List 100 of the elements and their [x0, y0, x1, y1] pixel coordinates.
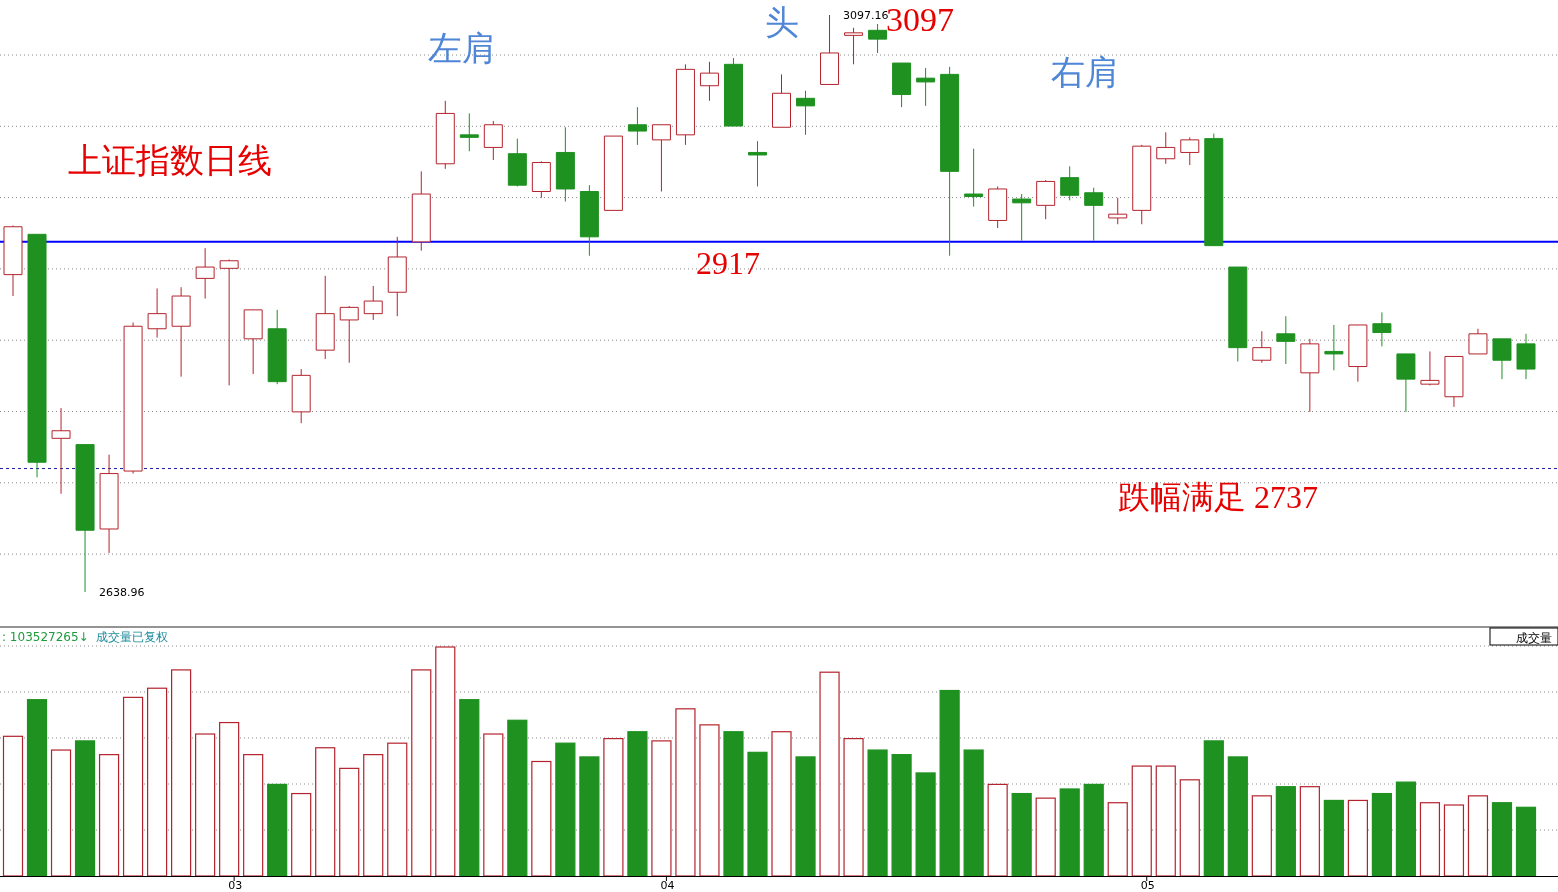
candlestick: [1156, 131, 1176, 165]
bar: [1131, 765, 1152, 877]
candlestick: [1420, 350, 1440, 386]
annotation: 头: [765, 4, 799, 41]
bar: [1371, 792, 1392, 877]
bar: [843, 738, 864, 877]
candlestick: [796, 90, 816, 136]
bar: [291, 792, 312, 877]
bar: [195, 733, 216, 877]
bar: [363, 754, 384, 877]
bar: [747, 751, 768, 877]
candlestick: [1492, 338, 1512, 380]
bar: [531, 760, 552, 877]
bar: [915, 772, 936, 877]
bar: [1395, 781, 1417, 877]
candlestick: [147, 287, 167, 339]
bar: [50, 749, 72, 877]
bar: [507, 719, 528, 877]
bar: [267, 783, 288, 877]
bar: [1083, 783, 1104, 877]
candlestick: [459, 112, 479, 152]
bar: [315, 747, 336, 877]
candlestick: [747, 140, 767, 187]
x-tick-label: 04: [660, 879, 675, 892]
text: 上证指数日线: [68, 142, 272, 179]
ref-line-label: 跌幅满足 2737: [1118, 479, 1318, 515]
candlestick: [1372, 311, 1392, 347]
bar: [26, 699, 48, 877]
candlestick: [627, 106, 647, 146]
bar: [867, 749, 888, 877]
candlestick: [339, 305, 359, 364]
candlestick: [1180, 136, 1200, 166]
annotation: 右肩: [1051, 54, 1119, 91]
bar: [459, 699, 480, 877]
bar: [219, 721, 240, 877]
annotation: 3097: [886, 1, 954, 38]
text: 成交量已复权: [96, 630, 168, 644]
bar: [339, 767, 360, 877]
bar: [483, 733, 504, 877]
bar: [579, 756, 600, 877]
bar: [795, 756, 816, 877]
bar: [987, 783, 1008, 877]
annotation: 左肩: [428, 30, 496, 67]
bar: [1443, 804, 1465, 877]
candlestick: [651, 124, 671, 192]
bar: [1419, 802, 1441, 877]
bar: [98, 754, 120, 877]
candlestick: [195, 247, 215, 300]
bar: [147, 687, 168, 877]
bar: [963, 749, 984, 877]
bar: [387, 742, 408, 877]
candlestick: [699, 61, 719, 102]
bar: [1011, 792, 1032, 877]
candlestick: [1324, 324, 1344, 371]
bar: [939, 689, 960, 877]
candlestick: [1036, 179, 1056, 220]
bar: [1059, 788, 1080, 877]
bar: [171, 669, 192, 877]
candlestick: [964, 148, 984, 208]
candlestick: [868, 23, 888, 54]
bar: [603, 738, 624, 877]
bar: [1299, 786, 1320, 877]
bar: [723, 731, 744, 877]
candlestick: [219, 259, 239, 386]
bar: [1035, 797, 1056, 877]
bar: [1203, 740, 1224, 877]
bar: [1347, 799, 1368, 877]
bar: [411, 669, 432, 877]
candlestick: [1060, 165, 1080, 201]
x-tick-label: 03: [228, 879, 243, 892]
bar: [1515, 806, 1537, 877]
candlestick: [51, 407, 71, 495]
candlestick: [1108, 197, 1128, 225]
bar: [1275, 786, 1296, 877]
bar: [435, 646, 456, 877]
bar: [651, 740, 672, 877]
candlestick: [1276, 315, 1296, 365]
bar: [699, 724, 720, 877]
x-tick-label: 05: [1140, 879, 1155, 892]
bar: [122, 696, 144, 877]
candlestick: [483, 120, 503, 161]
bar: [1227, 756, 1248, 877]
bar: [1491, 802, 1513, 877]
candlestick: [1084, 187, 1104, 242]
bar: [771, 731, 792, 877]
bar: [1155, 765, 1176, 877]
text: : 103527265↓: [2, 630, 89, 644]
candlestick: [1012, 193, 1032, 242]
bar: [1467, 795, 1489, 877]
candlestick: [844, 27, 864, 65]
bar: [555, 742, 576, 877]
bar: [627, 731, 648, 877]
candlestick: [1252, 330, 1272, 364]
bar: [1107, 802, 1128, 877]
candlestick: [1468, 328, 1488, 355]
bar: [2, 735, 24, 877]
ref-line-label: 2917: [696, 245, 760, 281]
bar: [819, 671, 840, 877]
candlestick: [363, 285, 383, 321]
annotation: 3097.16: [843, 9, 889, 22]
